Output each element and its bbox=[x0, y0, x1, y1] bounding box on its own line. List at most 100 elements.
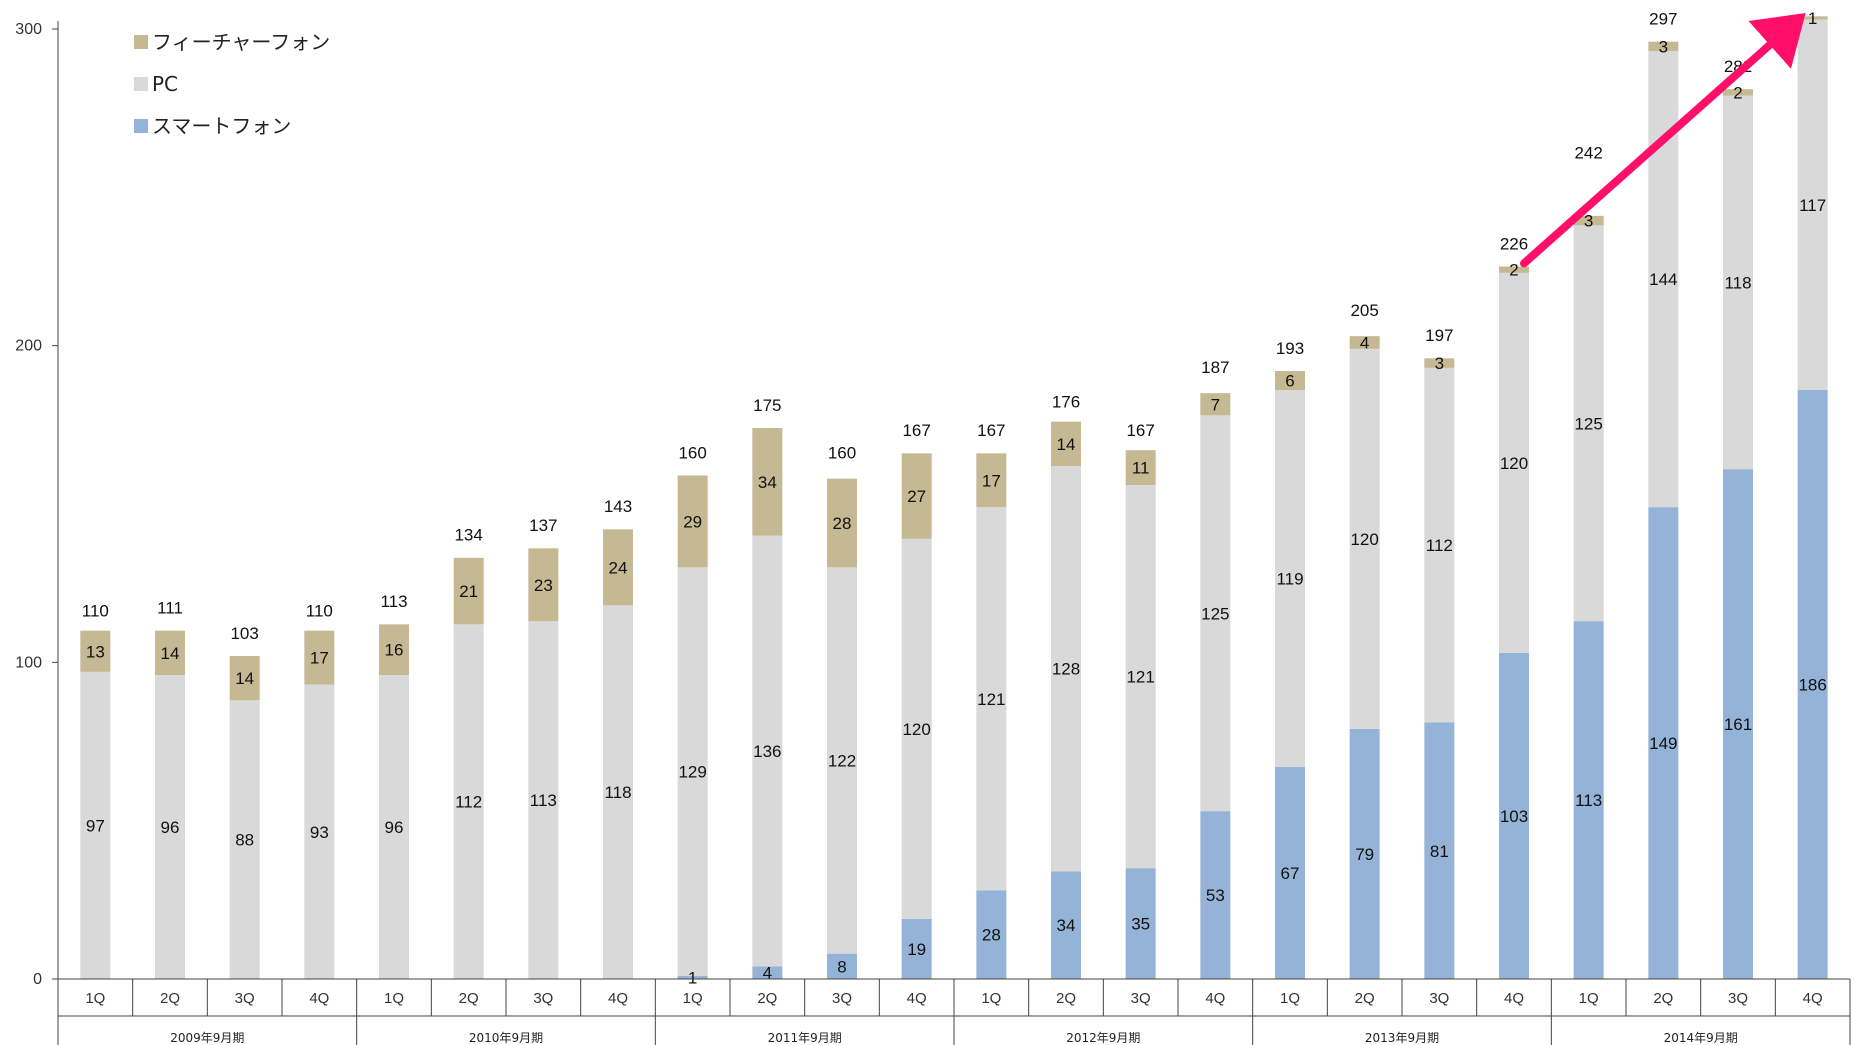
x-tick-label: 2Q bbox=[757, 990, 777, 1007]
x-tick-label: 1Q bbox=[981, 990, 1001, 1007]
year-label: 2010年9月期 bbox=[469, 1031, 543, 1045]
bar-total-label: 167 bbox=[977, 421, 1005, 440]
bar-segment-smartphone bbox=[1051, 871, 1081, 979]
segment-label-smartphone: 34 bbox=[1057, 916, 1076, 935]
segment-label-pc: 144 bbox=[1649, 270, 1677, 289]
bar-segment-pc bbox=[1723, 95, 1753, 470]
segment-label-pc: 118 bbox=[1724, 273, 1751, 292]
segment-label-smartphone: 28 bbox=[982, 926, 1001, 945]
bar-segment-smartphone bbox=[677, 975, 708, 979]
x-tick-label: 2Q bbox=[160, 990, 180, 1007]
segment-label-pc: 128 bbox=[1052, 660, 1080, 679]
bar-segment-smartphone bbox=[901, 918, 932, 979]
y-axis: 0 100 200 300 bbox=[15, 21, 59, 988]
segment-label-feature_phone: 34 bbox=[758, 473, 777, 492]
segment-label-feature_phone: 21 bbox=[459, 582, 478, 601]
segment-label-pc: 88 bbox=[235, 831, 254, 850]
segment-label-pc: 125 bbox=[1574, 414, 1602, 433]
bar-segment-pc bbox=[379, 675, 409, 979]
x-tick-label: 4Q bbox=[1504, 990, 1524, 1007]
segment-label-pc: 96 bbox=[385, 818, 404, 837]
bar-segment-smartphone bbox=[976, 890, 1007, 979]
segment-label-pc: 125 bbox=[1201, 604, 1229, 623]
bar-segment-feature_phone bbox=[1573, 215, 1604, 226]
bar-segment-feature_phone bbox=[1797, 16, 1828, 20]
bar-total-label: 110 bbox=[82, 602, 109, 621]
bar-segment-feature_phone bbox=[901, 453, 932, 539]
x-tick-label: 1Q bbox=[683, 990, 703, 1007]
bar-segment-feature_phone bbox=[1648, 41, 1679, 52]
bar-segment-pc bbox=[1051, 466, 1081, 872]
bar-segment-feature_phone bbox=[304, 630, 335, 685]
bar-segment-smartphone bbox=[1424, 722, 1455, 979]
x-tick-label: 2Q bbox=[1653, 990, 1673, 1007]
growth-arrow bbox=[1520, 13, 1806, 268]
bar-segment-pc bbox=[1424, 367, 1455, 723]
legend-label-smartphone: スマートフォン bbox=[152, 114, 291, 138]
bar-segment-feature_phone bbox=[827, 478, 857, 568]
segment-label-pc: 121 bbox=[1126, 668, 1154, 687]
year-label: 2014年9月期 bbox=[1664, 1031, 1738, 1045]
bar-total-label: 226 bbox=[1500, 234, 1528, 253]
bar-total-label: 205 bbox=[1350, 301, 1378, 320]
x-tick-label: 1Q bbox=[85, 990, 105, 1007]
segment-label-pc: 120 bbox=[1500, 454, 1528, 473]
legend-swatch-pc bbox=[134, 77, 148, 91]
segment-label-feature_phone: 6 bbox=[1285, 372, 1294, 391]
y-tick-label: 200 bbox=[15, 338, 42, 355]
bar-segment-feature_phone bbox=[1275, 371, 1305, 390]
segment-label-smartphone: 4 bbox=[763, 964, 772, 983]
chart-legend: フィーチャーフォン PC スマートフォン bbox=[134, 30, 330, 138]
bar-total-label: 111 bbox=[157, 599, 183, 618]
segment-label-feature_phone: 14 bbox=[1057, 435, 1076, 454]
bar-total-label: 160 bbox=[828, 443, 856, 462]
legend-swatch-smartphone bbox=[134, 119, 148, 133]
bar-segment-feature_phone bbox=[1499, 266, 1529, 273]
bar-total-label: 193 bbox=[1276, 339, 1304, 358]
segment-label-pc: 97 bbox=[86, 816, 105, 835]
x-tick-label: 3Q bbox=[1429, 990, 1449, 1007]
bar-segment-feature_phone bbox=[1200, 393, 1231, 416]
y-tick-label: 100 bbox=[15, 654, 42, 671]
bar-segment-feature_phone bbox=[1424, 358, 1455, 368]
bar-total-label: 175 bbox=[753, 396, 781, 415]
bar-segment-feature_phone bbox=[155, 630, 185, 675]
bar-segment-feature_phone bbox=[453, 557, 484, 625]
segment-label-pc: 129 bbox=[678, 763, 706, 782]
x-tick-label: 4Q bbox=[907, 990, 927, 1007]
bar-segment-pc bbox=[827, 567, 857, 954]
segment-label-feature_phone: 14 bbox=[235, 669, 254, 688]
y-tick-label: 300 bbox=[15, 21, 42, 38]
bar-segment-feature_phone bbox=[379, 624, 409, 675]
growth-arrow-line bbox=[1520, 13, 1806, 268]
bar-total-label: 176 bbox=[1052, 393, 1080, 412]
segment-label-feature_phone: 23 bbox=[534, 576, 553, 595]
segment-label-feature_phone: 3 bbox=[1435, 354, 1444, 373]
bar-segment-feature_phone bbox=[1349, 336, 1380, 349]
legend-label-feature_phone: フィーチャーフォン bbox=[152, 30, 330, 54]
bar-segment-pc bbox=[1200, 415, 1231, 812]
bar-segment-feature_phone bbox=[752, 428, 783, 536]
bar-segment-pc bbox=[1499, 272, 1529, 653]
bar-segment-pc bbox=[1125, 485, 1156, 869]
bar-segment-pc bbox=[229, 700, 260, 979]
bar-segment-pc bbox=[677, 567, 708, 976]
segment-label-smartphone: 149 bbox=[1649, 734, 1677, 753]
bar-segment-pc bbox=[1349, 348, 1380, 729]
segment-label-smartphone: 103 bbox=[1500, 807, 1528, 826]
segment-label-pc: 112 bbox=[455, 793, 482, 812]
x-tick-label: 4Q bbox=[1803, 990, 1823, 1007]
bar-segment-feature_phone bbox=[1125, 450, 1156, 485]
labels-group: 9713110961411188141039317110961611311221… bbox=[82, 9, 1827, 988]
bar-total-label: 297 bbox=[1649, 10, 1677, 29]
segment-label-feature_phone: 27 bbox=[907, 487, 926, 506]
segment-label-feature_phone: 2 bbox=[1733, 83, 1742, 102]
x-tick-label: 2Q bbox=[1355, 990, 1375, 1007]
segment-label-pc: 112 bbox=[1426, 536, 1453, 555]
segment-label-feature_phone: 24 bbox=[609, 558, 628, 577]
segment-label-feature_phone: 17 bbox=[982, 471, 1001, 490]
segment-label-smartphone: 161 bbox=[1724, 715, 1752, 734]
bar-segment-feature_phone bbox=[229, 656, 260, 701]
bar-segment-smartphone bbox=[1499, 652, 1529, 979]
